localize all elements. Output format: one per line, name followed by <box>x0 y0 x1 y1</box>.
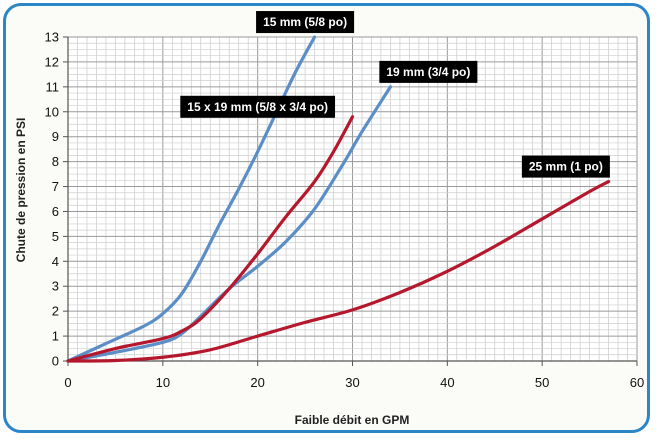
series-label-box <box>379 60 478 83</box>
series-labels: 15 mm (5/8 po) 19 mm (3/4 po) 15 x 19 mm (… <box>180 11 610 178</box>
series-label-box <box>256 11 355 34</box>
x-tick-label: 0 <box>64 375 71 390</box>
y-axis-label: Chute de pression en PSI <box>14 118 28 263</box>
series-label-text: 25 mm (1 po) <box>529 160 603 174</box>
series-label-2: 15 x 19 mm (5/8 x 3/4 po) <box>180 95 336 118</box>
series-label-box <box>521 155 610 178</box>
y-tick-label: 7 <box>52 179 59 194</box>
y-tick-label: 8 <box>52 154 59 169</box>
series-label-box <box>180 95 336 118</box>
y-tick-label: 1 <box>52 329 59 344</box>
y-tick-label: 5 <box>52 229 59 244</box>
series-label-text: 15 mm (5/8 po) <box>263 15 347 29</box>
y-tick-label: 10 <box>45 104 59 119</box>
series-label-1: 19 mm (3/4 po) <box>379 60 478 83</box>
y-tick-label: 0 <box>52 354 59 369</box>
axes <box>63 36 638 366</box>
x-tick-label: 60 <box>630 375 644 390</box>
series-label-text: 15 x 19 mm (5/8 x 3/4 po) <box>187 100 328 114</box>
y-tick-label: 2 <box>52 304 59 319</box>
series-line-3 <box>66 179 611 363</box>
x-axis-label: Faible débit en GPM <box>295 413 410 427</box>
y-tick-label: 6 <box>52 204 59 219</box>
y-tick-label: 3 <box>52 279 59 294</box>
series-line-2 <box>66 115 355 363</box>
x-tick-label: 40 <box>440 375 454 390</box>
grid <box>67 36 638 362</box>
y-tick-label: 12 <box>45 54 59 69</box>
series-line-1 <box>66 85 393 363</box>
y-tick-label: 11 <box>46 79 60 94</box>
y-tick-label: 13 <box>45 30 59 45</box>
y-tick-label: 4 <box>52 254 59 269</box>
x-tick-label: 50 <box>535 375 549 390</box>
series-label-text: 19 mm (3/4 po) <box>386 65 470 79</box>
x-tick-label: 10 <box>156 375 170 390</box>
series-label-3: 25 mm (1 po) <box>521 155 610 178</box>
y-tick-label: 9 <box>52 129 59 144</box>
series-label-0: 15 mm (5/8 po) <box>256 11 355 34</box>
x-tick-label: 20 <box>250 375 264 390</box>
x-tick-label: 30 <box>345 375 359 390</box>
